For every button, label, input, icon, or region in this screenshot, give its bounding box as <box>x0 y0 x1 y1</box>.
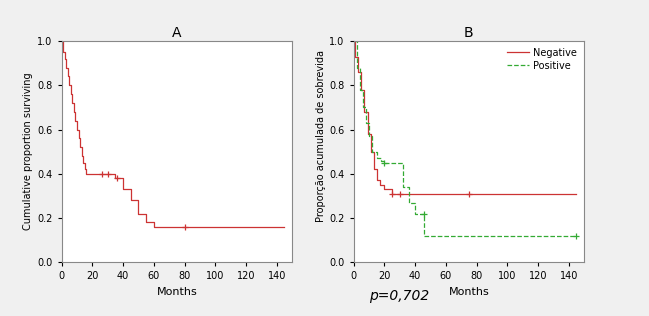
Negative <box>388 187 396 191</box>
Negative <box>361 110 369 114</box>
Negative <box>396 192 404 196</box>
Negative <box>396 192 404 196</box>
Positive <box>411 201 419 204</box>
Negative <box>361 88 369 92</box>
Positive <box>353 66 361 70</box>
Positive <box>426 234 434 238</box>
Negative <box>388 192 396 196</box>
Positive <box>380 161 388 165</box>
Negative <box>399 192 407 196</box>
Positive <box>368 134 376 138</box>
Positive <box>359 88 367 92</box>
Negative <box>354 70 362 74</box>
X-axis label: Months: Months <box>156 287 197 297</box>
Legend: Negative, Positive: Negative, Positive <box>505 46 580 73</box>
Positive <box>405 185 413 189</box>
Negative <box>351 39 359 43</box>
Negative <box>351 55 359 58</box>
Negative <box>367 150 374 154</box>
Negative <box>350 39 358 43</box>
Text: p=0,702: p=0,702 <box>369 289 429 303</box>
Positive <box>380 159 388 162</box>
Positive <box>362 106 370 109</box>
Line: Positive: Positive <box>354 41 576 236</box>
Positive <box>368 150 376 154</box>
Negative <box>376 183 384 187</box>
Positive <box>362 121 370 125</box>
X-axis label: Months: Months <box>448 287 489 297</box>
Negative <box>363 110 371 114</box>
Positive <box>393 161 400 165</box>
Positive <box>399 161 407 165</box>
Positive <box>421 234 428 238</box>
Positive <box>365 134 373 138</box>
Negative <box>358 88 365 92</box>
Positive <box>356 66 363 70</box>
Positive <box>421 212 428 216</box>
Negative <box>380 187 388 191</box>
Negative <box>358 70 365 74</box>
Positive <box>350 39 358 43</box>
Positive <box>465 234 472 238</box>
Title: A: A <box>172 26 182 40</box>
Positive <box>417 212 425 216</box>
Negative <box>465 192 472 196</box>
Negative <box>367 132 374 136</box>
Negative <box>363 132 371 136</box>
Positive <box>388 161 396 165</box>
Negative <box>376 179 384 182</box>
Positive <box>572 234 580 238</box>
Positive <box>465 234 472 238</box>
Positive <box>399 185 407 189</box>
Negative <box>465 192 472 196</box>
Y-axis label: Cumulative proportion surviving: Cumulative proportion surviving <box>23 73 33 230</box>
Positive <box>572 234 580 238</box>
Negative <box>393 192 400 196</box>
Positive <box>411 212 419 216</box>
Positive <box>356 88 363 92</box>
Positive <box>353 39 361 43</box>
Negative <box>373 179 380 182</box>
Negative <box>370 167 378 171</box>
Negative <box>370 150 378 154</box>
Line: Negative: Negative <box>354 41 576 194</box>
Positive <box>365 121 373 125</box>
Positive <box>359 106 367 109</box>
Positive <box>405 201 413 204</box>
Positive <box>378 156 386 160</box>
Positive <box>378 159 386 162</box>
Negative <box>572 192 580 196</box>
Positive <box>373 150 380 154</box>
Positive <box>384 161 391 165</box>
Negative <box>380 183 388 187</box>
Negative <box>572 192 580 196</box>
Positive <box>373 156 380 160</box>
Negative <box>354 55 362 58</box>
Title: B: B <box>464 26 474 40</box>
Negative <box>399 192 407 196</box>
Text: Proporção acumulada de sobrevida: Proporção acumulada de sobrevida <box>316 50 326 222</box>
Positive <box>426 234 434 238</box>
Positive <box>384 161 391 165</box>
Positive <box>393 161 400 165</box>
Negative <box>393 192 400 196</box>
Negative <box>373 167 380 171</box>
Positive <box>388 161 396 165</box>
Positive <box>417 212 425 216</box>
